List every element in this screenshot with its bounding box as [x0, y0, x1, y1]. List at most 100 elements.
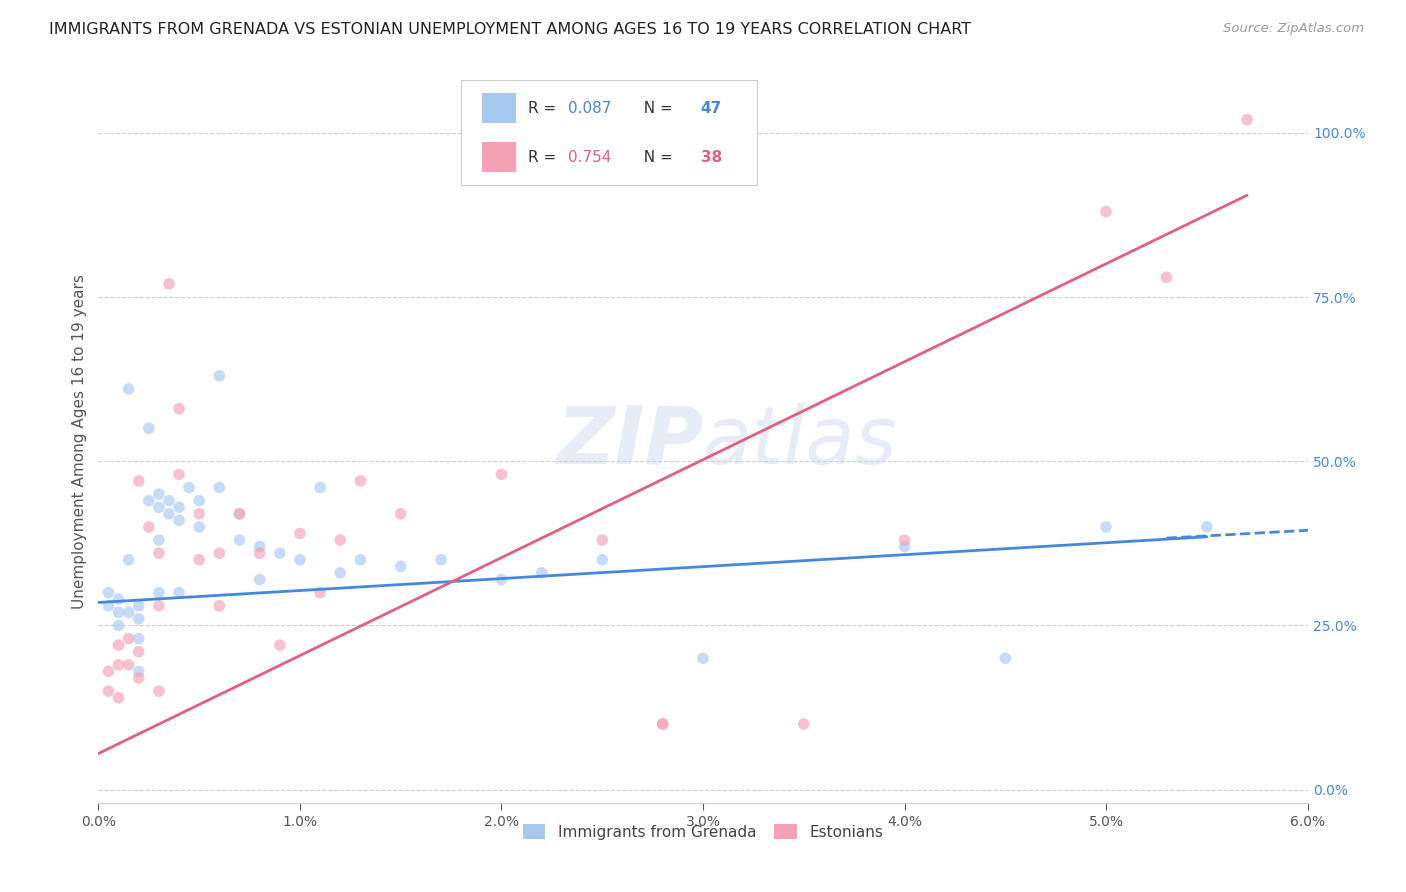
Point [138, 421, 160, 435]
Point [228, 507, 250, 521]
Point [208, 481, 231, 495]
Text: 0.087: 0.087 [568, 101, 612, 116]
Point [591, 533, 613, 547]
Text: R =: R = [527, 101, 561, 116]
Point [107, 592, 129, 607]
Point [269, 638, 291, 652]
Point [188, 507, 211, 521]
Point [188, 553, 211, 567]
Point [793, 717, 815, 731]
Point [107, 618, 129, 632]
Point [1156, 270, 1178, 285]
Point [157, 507, 180, 521]
Text: 47: 47 [700, 101, 721, 116]
Point [228, 507, 250, 521]
Point [249, 573, 271, 587]
Point [148, 684, 170, 698]
Point [128, 599, 150, 613]
Point [118, 605, 141, 619]
Text: ZIP: ZIP [555, 402, 703, 481]
Text: Source: ZipAtlas.com: Source: ZipAtlas.com [1223, 22, 1364, 36]
Point [994, 651, 1017, 665]
Point [167, 500, 190, 515]
Point [138, 493, 160, 508]
Point [138, 520, 160, 534]
Point [97, 599, 120, 613]
Y-axis label: Unemployment Among Ages 16 to 19 years: Unemployment Among Ages 16 to 19 years [72, 274, 87, 609]
Point [128, 632, 150, 646]
Point [692, 651, 714, 665]
Point [249, 546, 271, 560]
Point [128, 671, 150, 685]
Point [107, 690, 129, 705]
Point [389, 559, 412, 574]
Point [349, 553, 371, 567]
Point [389, 507, 412, 521]
Point [107, 605, 129, 619]
Point [288, 526, 311, 541]
Text: atlas: atlas [703, 402, 898, 481]
Point [167, 401, 190, 416]
Point [107, 638, 129, 652]
Point [118, 657, 141, 672]
Point [128, 645, 150, 659]
Point [329, 566, 352, 580]
Point [188, 520, 211, 534]
Point [148, 487, 170, 501]
Point [118, 632, 141, 646]
Point [530, 566, 553, 580]
Point [208, 599, 231, 613]
Point [128, 474, 150, 488]
Point [128, 612, 150, 626]
Point [97, 585, 120, 599]
Point [148, 500, 170, 515]
Point [893, 533, 915, 547]
Point [208, 546, 231, 560]
Legend: Immigrants from Grenada, Estonians: Immigrants from Grenada, Estonians [516, 818, 890, 846]
Point [167, 467, 190, 482]
Point [309, 585, 332, 599]
Text: 0.754: 0.754 [568, 150, 612, 164]
Text: N =: N = [634, 150, 678, 164]
Point [97, 684, 120, 698]
Point [1236, 112, 1258, 127]
Point [249, 540, 271, 554]
Point [651, 717, 673, 731]
Point [309, 481, 332, 495]
Point [349, 474, 371, 488]
Point [269, 546, 291, 560]
Point [208, 368, 231, 383]
Point [491, 573, 513, 587]
Point [128, 665, 150, 679]
FancyBboxPatch shape [461, 80, 758, 185]
Point [893, 540, 915, 554]
Point [157, 277, 180, 291]
Text: 38: 38 [700, 150, 721, 164]
Point [148, 546, 170, 560]
Point [157, 493, 180, 508]
Bar [482, 93, 516, 123]
Point [107, 657, 129, 672]
Point [167, 585, 190, 599]
Point [118, 382, 141, 396]
Point [1095, 520, 1118, 534]
Point [651, 717, 673, 731]
Point [167, 513, 190, 527]
Point [329, 533, 352, 547]
Point [148, 585, 170, 599]
Text: R =: R = [527, 150, 561, 164]
Point [288, 553, 311, 567]
Point [188, 493, 211, 508]
Point [148, 533, 170, 547]
Point [591, 553, 613, 567]
Point [430, 553, 453, 567]
Bar [482, 142, 516, 172]
Text: IMMIGRANTS FROM GRENADA VS ESTONIAN UNEMPLOYMENT AMONG AGES 16 TO 19 YEARS CORRE: IMMIGRANTS FROM GRENADA VS ESTONIAN UNEM… [49, 22, 972, 37]
Point [1095, 204, 1118, 219]
Point [148, 599, 170, 613]
Point [228, 533, 250, 547]
Text: N =: N = [634, 101, 678, 116]
Point [179, 481, 201, 495]
Point [118, 553, 141, 567]
Point [491, 467, 513, 482]
